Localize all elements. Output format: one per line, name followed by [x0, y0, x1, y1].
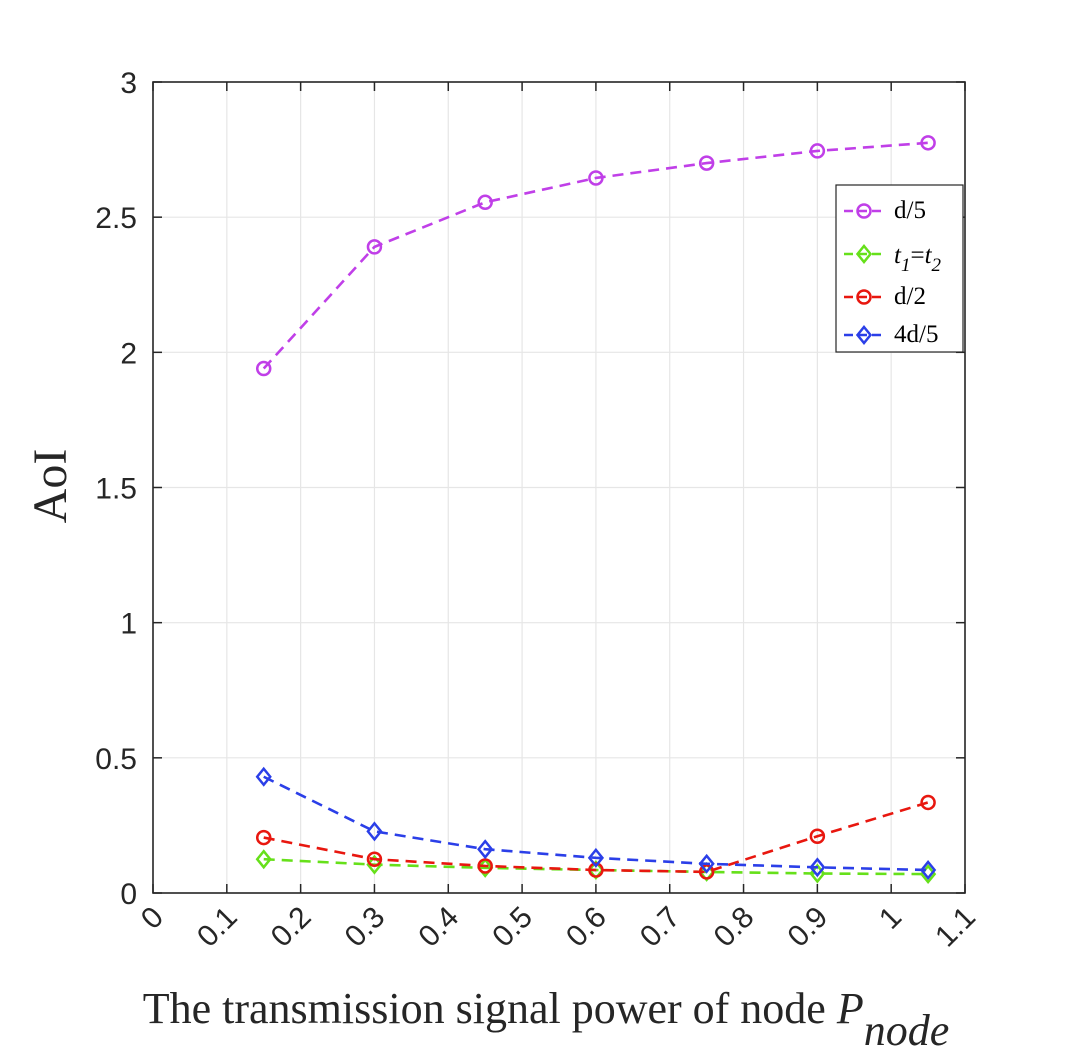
- y-axis-label: AoI: [24, 449, 77, 524]
- legend-marker: [855, 325, 873, 345]
- data-point: [588, 170, 604, 186]
- data-point: [255, 829, 272, 846]
- axes: [152, 81, 966, 894]
- data-point: [255, 360, 272, 377]
- y-tick-labels: 0 0.5 1 1.5 2 2.5 3: [95, 67, 137, 911]
- data-point: [587, 860, 605, 881]
- data-point: [809, 857, 826, 878]
- legend-marker: [856, 289, 872, 305]
- data-point: [698, 864, 715, 880]
- y-tick-label: 3: [120, 67, 137, 100]
- data-point: [366, 854, 383, 875]
- series-4d-5: [255, 766, 937, 881]
- data-point: [366, 239, 383, 255]
- data-point: [588, 862, 604, 878]
- data-point: [255, 766, 272, 787]
- x-axis-label: The transmission signal power of node Pn…: [143, 984, 950, 1055]
- legend-marker: [856, 203, 872, 219]
- y-tick-label: 1: [120, 608, 137, 641]
- data-point: [809, 828, 826, 844]
- data-point: [587, 847, 605, 868]
- data-point: [255, 849, 272, 870]
- data-point: [698, 155, 715, 171]
- data-point: [477, 839, 494, 860]
- legend: d/5 t1=t2 d/2 4d/5: [835, 184, 964, 353]
- y-tick-label: 0.5: [95, 743, 137, 776]
- data-point: [366, 851, 383, 867]
- legend-label-d2: d/2: [894, 283, 926, 310]
- legend-marker: [855, 244, 873, 264]
- plot-frame: [152, 81, 966, 894]
- series-d-2: [255, 794, 936, 880]
- series-line: [263, 801, 929, 874]
- legend-label-d5: d/5: [894, 197, 926, 224]
- y-tick-label: 0: [120, 878, 137, 911]
- y-tick-label: 2.5: [95, 202, 137, 235]
- legend-label-t1-t2: t1=t2: [894, 242, 942, 276]
- legend-label-4d5: 4d/5: [894, 321, 938, 348]
- series-line: [262, 141, 929, 370]
- y-tick-label: 1.5: [95, 473, 137, 506]
- data-point: [919, 860, 937, 881]
- plot-series: [255, 135, 937, 885]
- x-axis-label-symbol: P: [836, 984, 864, 1033]
- series-line: [263, 775, 929, 872]
- data-point: [477, 858, 493, 874]
- series-d-5: [255, 135, 936, 377]
- data-point: [698, 853, 715, 874]
- data-point: [920, 794, 936, 811]
- y-tick-label: 2: [120, 337, 137, 370]
- data-point: [366, 821, 383, 842]
- data-point: [920, 135, 936, 151]
- x-axis-label-subscript: node: [864, 1006, 950, 1055]
- data-point: [809, 143, 826, 159]
- x-axis-label-text: The transmission signal power of node: [143, 984, 837, 1033]
- data-point: [477, 194, 493, 211]
